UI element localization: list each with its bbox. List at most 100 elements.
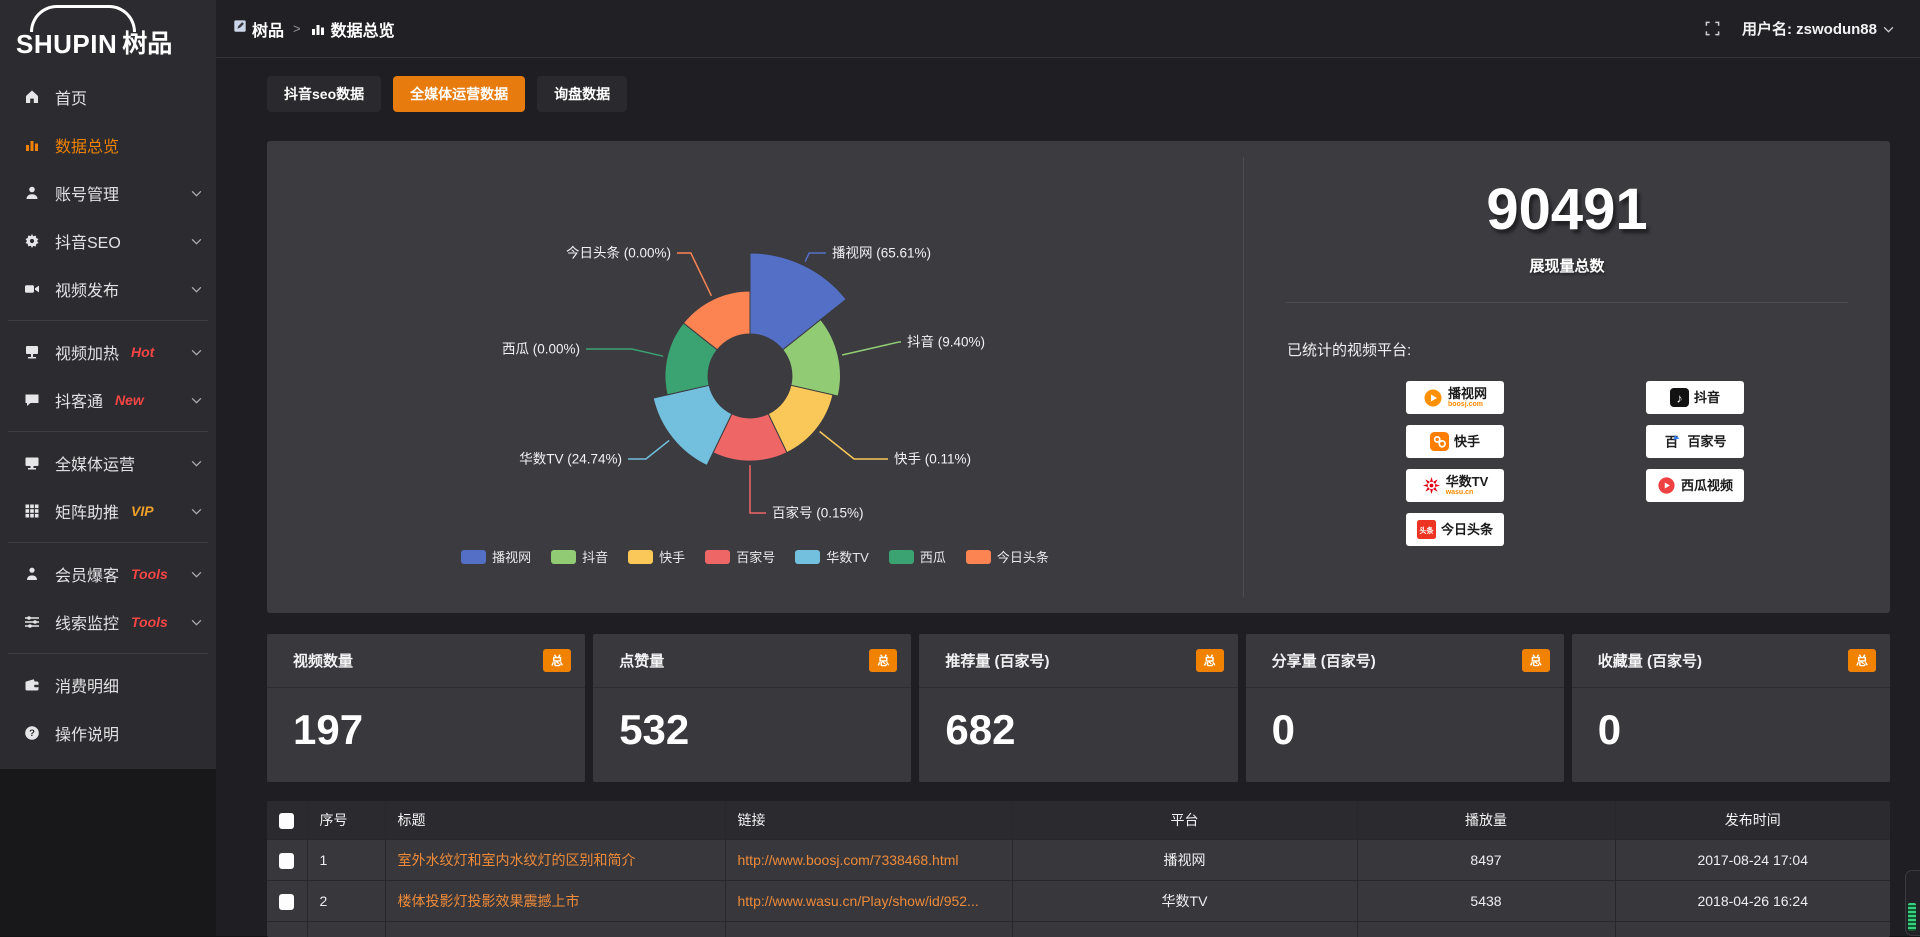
tab-3[interactable]: 询盘数据 bbox=[537, 76, 627, 112]
legend-label: 西瓜 bbox=[920, 547, 946, 566]
tab-1[interactable]: 抖音seo数据 bbox=[267, 76, 381, 112]
data-tabs: 抖音seo数据全媒体运营数据询盘数据 bbox=[267, 76, 1890, 112]
user-icon bbox=[23, 185, 41, 201]
grid-icon bbox=[23, 503, 41, 519]
sidebar-item-3[interactable]: 账号管理 bbox=[0, 169, 216, 217]
table-row-1: 1 室外水纹灯和室内水纹灯的区别和简介 http://www.boosj.com/7… bbox=[267, 840, 1890, 881]
sidebar-item-label: 账号管理 bbox=[55, 181, 119, 205]
platform-name: 今日头条 bbox=[1441, 523, 1493, 537]
legend-item-抖音[interactable]: 抖音 bbox=[551, 547, 608, 566]
total-badge: 总 bbox=[1848, 649, 1876, 672]
legend-swatch bbox=[966, 550, 991, 564]
breadcrumb-root[interactable]: 树品 bbox=[233, 17, 284, 41]
total-badge: 总 bbox=[1196, 649, 1224, 672]
video-url-link[interactable]: http://www.boosj.com/7338468.html bbox=[738, 852, 959, 868]
logo-arc-decoration bbox=[30, 5, 136, 32]
table-header-4: 平台 bbox=[1012, 801, 1357, 840]
person-icon bbox=[23, 566, 41, 582]
video-title-link[interactable]: 楼体投影灯投影效果震撼上市 bbox=[398, 893, 580, 909]
sidebar-item-label: 操作说明 bbox=[55, 721, 119, 745]
user-menu[interactable]: 用户名: zswodun88 bbox=[1742, 18, 1894, 39]
legend-item-播视网[interactable]: 播视网 bbox=[461, 547, 531, 566]
chevron-down-icon bbox=[191, 571, 202, 578]
monitor-icon bbox=[23, 455, 41, 471]
platform-badge-百家号: 百百家号 bbox=[1646, 425, 1744, 458]
sidebar-item-12[interactable]: 消费明细 bbox=[0, 661, 216, 709]
sidebar-divider bbox=[8, 431, 208, 432]
pie-label-line bbox=[820, 432, 888, 460]
pie-label-line bbox=[842, 342, 901, 355]
chevron-down-icon bbox=[1883, 26, 1894, 33]
content-area: 抖音seo数据全媒体运营数据询盘数据 播视网 (65.61%)抖音 (9.40%… bbox=[216, 58, 1920, 937]
logo-suffix-text: 树品 bbox=[122, 32, 172, 57]
platform-name: 华数TV bbox=[1446, 475, 1489, 489]
sidebar-item-5[interactable]: 视频发布 bbox=[0, 265, 216, 313]
total-badge: 总 bbox=[1522, 649, 1550, 672]
legend-item-西瓜[interactable]: 西瓜 bbox=[889, 547, 946, 566]
cell-index: 1 bbox=[307, 840, 385, 881]
row-checkbox[interactable] bbox=[279, 853, 294, 869]
chevron-down-icon bbox=[191, 508, 202, 515]
pie-slice-播视网[interactable] bbox=[750, 253, 846, 350]
video-url-link[interactable]: http://www.wasu.cn/Play/show/id/952... bbox=[738, 893, 979, 909]
legend-item-百家号[interactable]: 百家号 bbox=[705, 547, 775, 566]
legend-item-华数TV[interactable]: 华数TV bbox=[795, 547, 869, 566]
pie-label-line bbox=[677, 253, 711, 296]
select-all-checkbox[interactable] bbox=[279, 813, 294, 829]
stat-card-value: 0 bbox=[1572, 688, 1890, 754]
pie-label-line bbox=[628, 440, 669, 459]
platform-sub: wasu.cn bbox=[1446, 489, 1474, 496]
sidebar-item-2[interactable]: 数据总览 bbox=[0, 121, 216, 169]
wasu-logo-icon bbox=[1422, 476, 1441, 495]
stat-card-value: 197 bbox=[267, 688, 585, 754]
logo-text: SHUPIN bbox=[16, 31, 117, 57]
fullscreen-icon[interactable] bbox=[1705, 21, 1720, 36]
sidebar-item-tag: Tools bbox=[131, 566, 168, 582]
sidebar-item-8[interactable]: 全媒体运营 bbox=[0, 439, 216, 487]
sidebar-item-label: 消费明细 bbox=[55, 673, 119, 697]
sidebar-item-tag: Tools bbox=[131, 614, 168, 630]
app-logo[interactable]: SHUPIN 树品 bbox=[0, 0, 216, 65]
boosj-logo-icon bbox=[1423, 388, 1443, 408]
stat-card-title: 点赞量 bbox=[619, 650, 664, 671]
pie-label-line bbox=[805, 253, 826, 262]
xigua-logo-icon bbox=[1657, 476, 1676, 495]
question-icon: ? bbox=[23, 725, 41, 741]
legend-item-快手[interactable]: 快手 bbox=[628, 547, 685, 566]
row-checkbox[interactable] bbox=[279, 894, 294, 910]
platforms-title: 已统计的视频平台: bbox=[1287, 339, 1890, 360]
table-header-2: 标题 bbox=[385, 801, 725, 840]
stat-card-title: 视频数量 bbox=[293, 650, 353, 671]
wallet-icon bbox=[23, 677, 41, 693]
sidebar-item-4[interactable]: 抖音SEO bbox=[0, 217, 216, 265]
tab-2[interactable]: 全媒体运营数据 bbox=[393, 76, 525, 112]
stat-card-value: 682 bbox=[919, 688, 1237, 754]
stat-card-value: 0 bbox=[1246, 688, 1564, 754]
legend-item-今日头条[interactable]: 今日头条 bbox=[966, 547, 1049, 566]
platform-name: 播视网 bbox=[1448, 387, 1487, 401]
floating-edge-widget[interactable] bbox=[1905, 870, 1920, 936]
pie-label: 今日头条 (0.00%) bbox=[566, 245, 671, 261]
sidebar-item-13[interactable]: ? 操作说明 bbox=[0, 709, 216, 757]
bar-chart-icon bbox=[310, 21, 326, 37]
breadcrumb-current[interactable]: 数据总览 bbox=[310, 17, 395, 41]
platform-badge-快手: 快手 bbox=[1406, 425, 1504, 458]
legend-label: 抖音 bbox=[582, 547, 608, 566]
video-title-link[interactable]: 室外水纹灯和室内水纹灯的区别和简介 bbox=[398, 852, 636, 868]
screen-icon bbox=[23, 344, 41, 360]
platform-badge-今日头条: 头条今日头条 bbox=[1406, 513, 1504, 546]
sidebar-item-1[interactable]: 首页 bbox=[0, 73, 216, 121]
